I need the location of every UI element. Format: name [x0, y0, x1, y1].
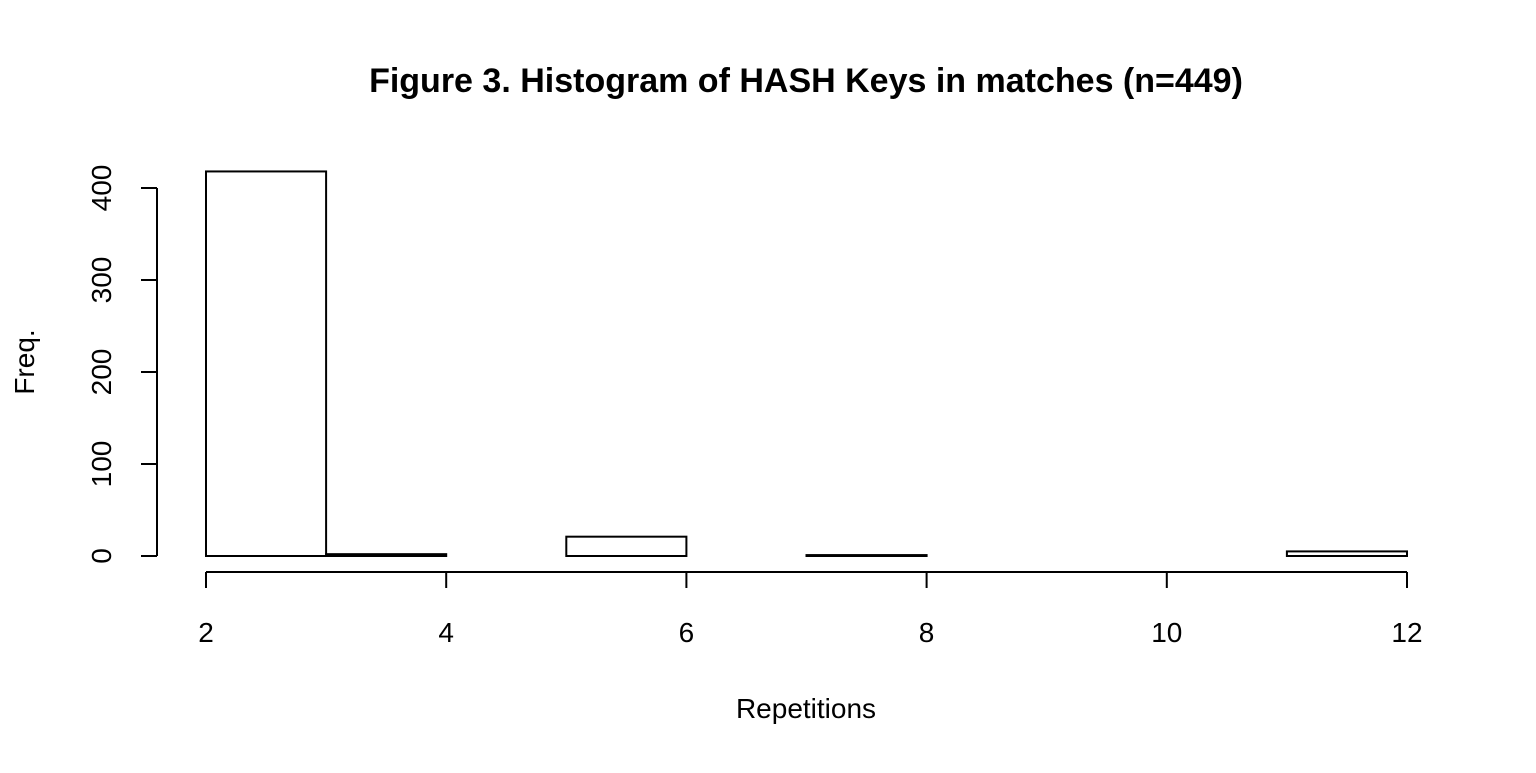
- histogram-bar: [805, 554, 928, 558]
- y-axis-label: Freq.: [9, 329, 40, 394]
- y-tick-label: 100: [86, 441, 117, 488]
- y-tick-label: 200: [86, 349, 117, 396]
- x-tick-label: 6: [679, 617, 695, 648]
- bars-group: [205, 170, 1409, 558]
- chart-title: Figure 3. Histogram of HASH Keys in matc…: [369, 62, 1243, 100]
- x-axis-label: Repetitions: [736, 693, 876, 724]
- y-axis: 0 100 200 300 400: [86, 165, 158, 564]
- y-tick-label: 300: [86, 257, 117, 304]
- x-axis: 2 4 6 8 10 12: [198, 571, 1423, 648]
- histogram-bar: [325, 553, 448, 557]
- x-tick-label: 12: [1391, 617, 1422, 648]
- y-tick-label: 0: [86, 548, 117, 564]
- x-tick-label: 2: [198, 617, 214, 648]
- histogram-bar: [1285, 550, 1409, 558]
- x-tick-label: 8: [919, 617, 935, 648]
- x-tick-label: 4: [438, 617, 454, 648]
- histogram-bar: [205, 170, 328, 557]
- x-tick-label: 10: [1151, 617, 1182, 648]
- histogram-bar: [565, 535, 688, 557]
- y-tick-label: 400: [86, 165, 117, 212]
